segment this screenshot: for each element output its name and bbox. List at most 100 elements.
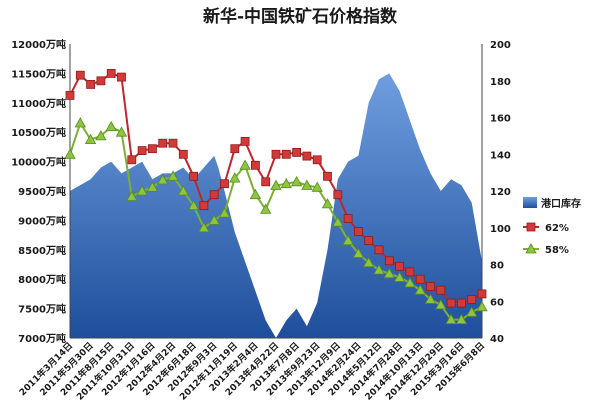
point-58	[146, 181, 159, 192]
left-tick-label: 7000万吨	[18, 332, 66, 345]
point-62	[240, 136, 250, 146]
point-58	[187, 199, 200, 211]
point-62	[168, 138, 178, 148]
point-58	[105, 120, 117, 132]
point-58	[115, 126, 128, 137]
left-tick-label: 10500万吨	[11, 126, 66, 139]
point-62	[137, 146, 147, 156]
point-62	[395, 261, 405, 271]
left-tick-label: 11000万吨	[11, 97, 66, 110]
point-62	[158, 138, 168, 148]
point-62	[189, 171, 199, 181]
left-axis: 12000万吨 11500万吨 11000万吨 10500万吨 10000万吨 9500万…	[11, 38, 66, 345]
left-tick-label: 12000万吨	[11, 38, 66, 51]
point-58	[445, 313, 457, 325]
point-58	[363, 256, 375, 268]
point-62	[209, 190, 219, 200]
point-62	[106, 69, 116, 78]
left-tick-label: 10000万吨	[11, 156, 66, 169]
chart-title: 新华-中国铁矿石价格指数	[203, 6, 398, 27]
point-58	[404, 277, 416, 288]
point-62	[353, 226, 363, 236]
point-62	[477, 289, 487, 299]
point-62	[446, 298, 456, 308]
point-62	[127, 155, 137, 165]
point-62	[65, 91, 75, 100]
point-58	[290, 175, 303, 187]
point-62	[415, 274, 425, 284]
legend-swatch-inventory	[523, 197, 537, 208]
point-62	[384, 256, 394, 266]
right-tick-label: 40	[490, 334, 504, 345]
point-58	[260, 203, 272, 214]
point-58	[218, 207, 231, 218]
point-62	[199, 201, 209, 211]
point-62	[178, 149, 188, 159]
point-58	[95, 130, 107, 141]
point-58	[424, 293, 437, 304]
point-58	[177, 185, 189, 196]
point-62	[230, 144, 240, 154]
point-62	[405, 267, 415, 277]
point-62	[436, 285, 446, 295]
legend-marker-58	[525, 243, 537, 254]
left-tick-label: 8500万吨	[18, 244, 66, 257]
legend: 港口库存 62% 58%	[523, 197, 581, 256]
legend-label-58: 58%	[545, 245, 569, 256]
point-58	[270, 179, 282, 190]
point-62	[261, 177, 271, 187]
point-58	[311, 181, 323, 192]
point-62	[426, 282, 435, 292]
point-58	[352, 247, 365, 258]
point-58	[157, 174, 169, 185]
point-62	[220, 179, 229, 189]
point-62	[250, 160, 260, 170]
point-62	[271, 149, 281, 159]
point-58	[342, 234, 354, 246]
point-58	[373, 264, 385, 275]
series-area-inventory	[70, 73, 482, 339]
point-62	[117, 72, 126, 82]
left-tick-label: 9000万吨	[18, 214, 66, 227]
left-tick-label: 8000万吨	[18, 273, 66, 286]
point-62	[147, 144, 157, 154]
legend-label-62: 62%	[545, 223, 569, 234]
point-58	[74, 117, 86, 128]
right-tick-label: 120	[490, 187, 511, 198]
point-62	[281, 149, 291, 159]
left-tick-label: 7500万吨	[18, 303, 66, 316]
right-tick-label: 140	[490, 150, 511, 161]
right-axis: 200 180 160 140 120 100 80 60 40	[490, 40, 511, 345]
right-tick-label: 100	[490, 224, 511, 235]
point-62	[75, 70, 85, 80]
point-58	[136, 185, 148, 196]
x-axis: 2011年3月14日2011年5月30日2011年8月15日2011年10月31…	[17, 340, 488, 403]
point-58	[208, 214, 220, 225]
right-tick-label: 160	[490, 114, 511, 125]
right-tick-label: 180	[490, 77, 511, 88]
point-58	[198, 221, 210, 233]
point-58	[249, 188, 262, 200]
point-62	[467, 294, 477, 304]
legend-label-inventory: 港口库存	[541, 197, 581, 210]
right-tick-label: 200	[490, 40, 511, 51]
point-62	[302, 151, 312, 161]
point-58	[84, 133, 97, 145]
point-58	[239, 159, 251, 170]
left-tick-label: 11500万吨	[11, 67, 66, 80]
point-58	[280, 177, 292, 189]
point-58	[301, 179, 313, 190]
point-58	[383, 267, 395, 279]
legend-marker-62	[526, 222, 536, 232]
point-58	[393, 271, 406, 282]
point-58	[321, 198, 334, 209]
point-58	[455, 313, 468, 325]
point-58	[332, 216, 344, 227]
point-62	[343, 214, 353, 224]
point-62	[456, 298, 466, 308]
point-58	[64, 148, 76, 159]
point-62	[292, 147, 302, 157]
point-62	[96, 76, 106, 86]
point-58	[414, 284, 426, 295]
point-58	[466, 306, 478, 317]
